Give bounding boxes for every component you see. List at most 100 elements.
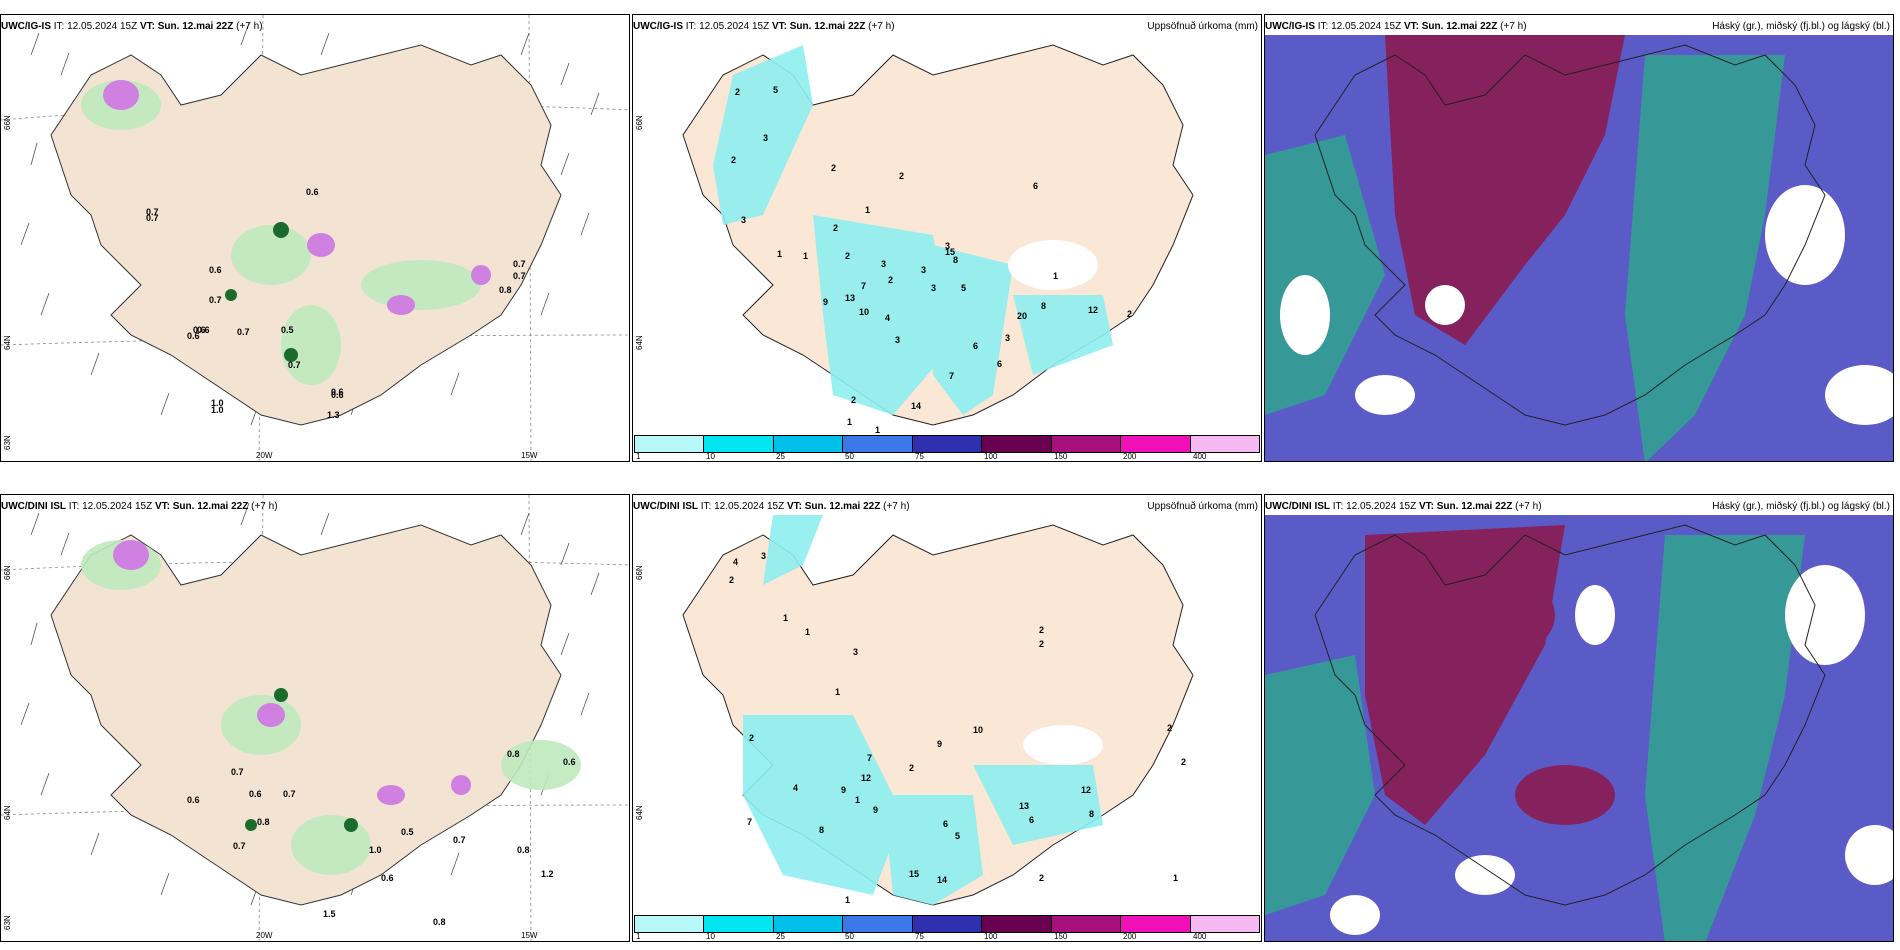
- precip-label: 2: [851, 395, 857, 405]
- precip-label: 1: [803, 251, 809, 261]
- precip-label: 2: [899, 171, 905, 181]
- value-label: 0.6: [197, 325, 210, 335]
- precip-label: 2: [731, 155, 737, 165]
- lat-label-64n: 64N: [3, 335, 12, 350]
- precip-label: 3: [895, 335, 901, 345]
- panel-title: UWC/DINI ISL IT: 12.05.2024 15Z VT: Sun.…: [633, 501, 910, 512]
- precip-label: 2: [749, 733, 755, 743]
- legend-swatch: [773, 436, 844, 452]
- precip-label: 1: [875, 425, 881, 435]
- precip-label: 1: [805, 627, 811, 637]
- precip-label: 14: [937, 875, 948, 885]
- precip-legend: [634, 915, 1260, 933]
- precip-label: 5: [955, 831, 961, 841]
- value-label: 0.7: [513, 271, 526, 281]
- legend-swatch: [704, 916, 774, 932]
- precip-label: 10: [973, 725, 984, 735]
- iceland-outline: [1314, 44, 1826, 426]
- lon-label-15w: 15W: [521, 931, 538, 940]
- legend-swatch: [635, 436, 705, 452]
- precip-label: 5: [961, 283, 967, 293]
- lon-label-20w: 20W: [256, 931, 273, 940]
- lat-label-66n: 66N: [635, 565, 644, 580]
- value-label: 0.7: [283, 789, 296, 799]
- map-panel-bottom-clouds: UWC/DINI ISL IT: 12.05.2024 15Z VT: Sun.…: [1264, 494, 1894, 942]
- value-label: 0.6: [331, 390, 344, 400]
- cloud-map-svg: [1265, 35, 1893, 461]
- precip-label: 9: [841, 785, 847, 795]
- value-label: 1.3: [327, 410, 340, 420]
- panel-subtitle: Háský (gr.), miðský (fj.bl.) og lágský (…: [1712, 501, 1890, 512]
- precip-label: 14: [911, 401, 922, 411]
- precip-label: 2: [833, 223, 839, 233]
- legend-swatch: [982, 436, 1052, 452]
- value-label: 0.5: [281, 325, 294, 335]
- precip-map-svg: [682, 44, 1194, 426]
- precip-label: 1: [777, 249, 783, 259]
- value-label: 0.7: [288, 360, 301, 370]
- legend-ticks: 1 10 25 50 75 100 150 200 400: [636, 932, 1207, 941]
- value-label: 1.5: [323, 909, 336, 919]
- lat-label-64n: 64N: [3, 805, 12, 820]
- legend-swatch: [1051, 436, 1122, 452]
- precip-label: 2: [729, 575, 735, 585]
- map-panel-bottom-wind: UWC/DINI ISL IT: 12.05.2024 15Z VT: Sun.…: [0, 494, 630, 942]
- panel-subtitle: Háský (gr.), miðský (fj.bl.) og lágský (…: [1712, 21, 1890, 32]
- precip-label: 9: [873, 805, 879, 815]
- precip-label: 2: [909, 763, 915, 773]
- legend-swatch: [1121, 436, 1191, 452]
- precip-label: 3: [761, 551, 767, 561]
- precip-label: 7: [949, 371, 955, 381]
- map-panel-top-clouds: UWC/IG-IS IT: 12.05.2024 15Z VT: Sun. 12…: [1264, 14, 1894, 462]
- value-label: 1.0: [369, 845, 382, 855]
- value-label: 0.8: [517, 845, 530, 855]
- value-label: 0.6: [306, 187, 319, 197]
- precip-label: 12: [861, 773, 872, 783]
- panel-subtitle: Uppsöfnuð úrkoma (mm): [1147, 501, 1258, 512]
- precip-label: 9: [823, 297, 829, 307]
- map-panel-top-wind: UWC/IG-IS IT: 12.05.2024 15Z VT: Sun. 12…: [0, 14, 630, 462]
- lat-label-64n: 64N: [635, 805, 644, 820]
- precip-label: 7: [867, 753, 873, 763]
- precip-label: 6: [1029, 815, 1035, 825]
- legend-swatch: [912, 916, 983, 932]
- legend-swatch: [773, 916, 844, 932]
- legend-swatch: [1121, 916, 1191, 932]
- value-label: 0.7: [513, 259, 526, 269]
- value-label: 0.6: [563, 757, 576, 767]
- lat-label-66n: 66N: [635, 115, 644, 130]
- precip-label: 1: [845, 895, 851, 905]
- precip-label: 2: [888, 275, 894, 285]
- precip-label: 3: [931, 283, 937, 293]
- precip-label: 1: [783, 613, 789, 623]
- precip-label: 15: [909, 869, 920, 879]
- value-label: 0.7: [233, 841, 246, 851]
- precip-label: 4: [885, 313, 891, 323]
- value-label: 0.6: [187, 331, 200, 341]
- precip-label: 6: [973, 341, 979, 351]
- precip-label: 2: [1039, 873, 1045, 883]
- precip-label: 13: [1019, 801, 1030, 811]
- legend-swatch: [1190, 436, 1259, 452]
- value-label: 0.7: [231, 767, 244, 777]
- map-panel-bottom-precip: UWC/DINI ISL IT: 12.05.2024 15Z VT: Sun.…: [632, 494, 1262, 942]
- precip-label: 3: [881, 259, 887, 269]
- value-label: 0.8: [499, 285, 512, 295]
- precip-label: 2: [845, 251, 851, 261]
- precip-label: 7: [861, 281, 867, 291]
- precip-label: 2: [1181, 757, 1187, 767]
- value-label: 0.7: [237, 327, 250, 337]
- precip-label: 2: [735, 87, 741, 97]
- value-label: 1.2: [541, 869, 554, 879]
- precip-label: 3: [1005, 333, 1011, 343]
- panel-title: UWC/IG-IS IT: 12.05.2024 15Z VT: Sun. 12…: [633, 21, 895, 32]
- precip-label: 20: [1017, 311, 1028, 321]
- precip-label: 2: [1127, 309, 1133, 319]
- precip-label: 12: [1088, 305, 1099, 315]
- wind-map-svg: [1, 15, 629, 461]
- legend-swatch: [1190, 916, 1259, 932]
- legend-swatch: [843, 916, 913, 932]
- precip-label: 8: [953, 255, 959, 265]
- precip-legend: [634, 435, 1260, 453]
- value-label: 0.8: [257, 817, 270, 827]
